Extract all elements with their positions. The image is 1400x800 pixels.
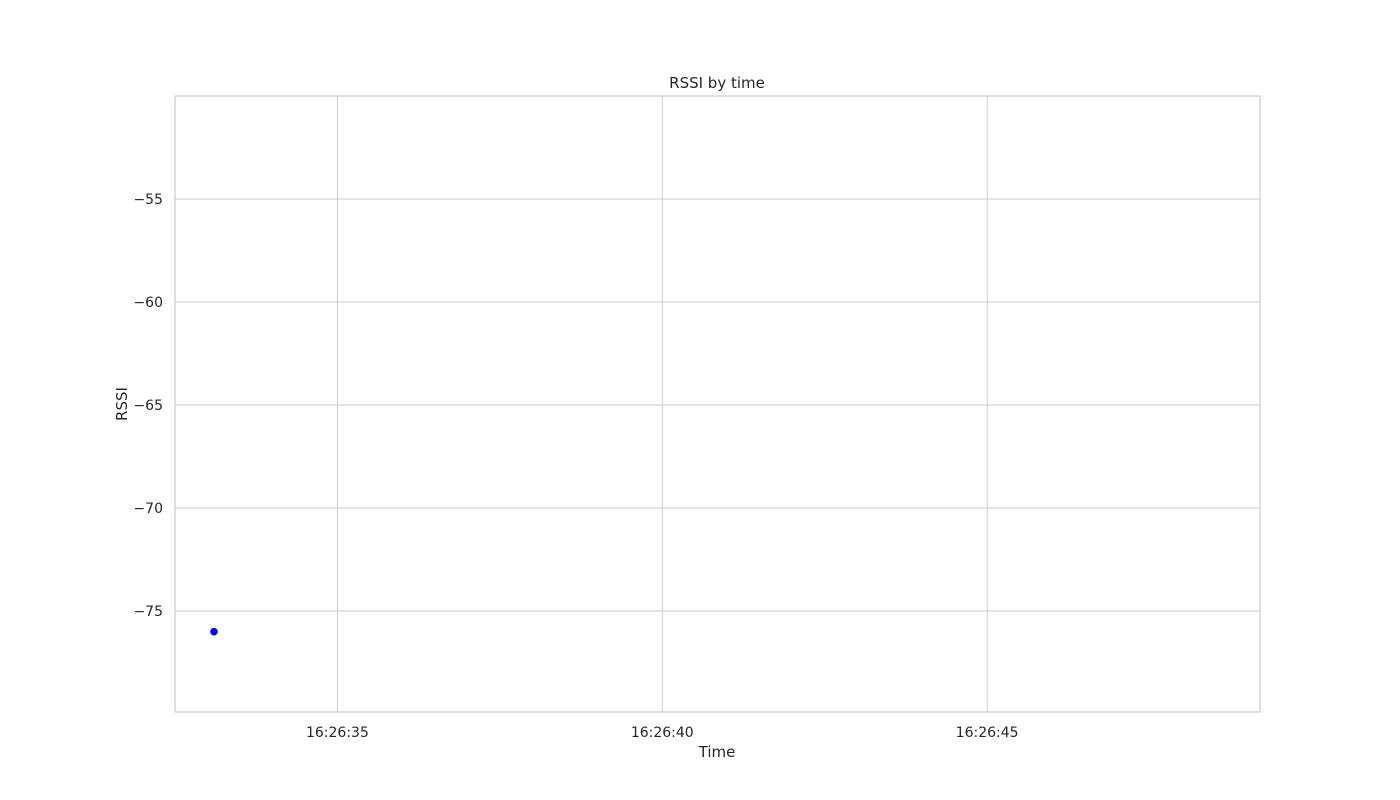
x-tick-labels: 16:26:35 16:26:40 16:26:45 — [306, 725, 1019, 741]
x-tick-label: 16:26:35 — [306, 725, 369, 741]
y-axis-label: RSSI — [113, 387, 131, 421]
y-tick-label: −65 — [133, 398, 163, 414]
x-axis-label: Time — [698, 743, 736, 761]
chart-title: RSSI by time — [669, 74, 765, 92]
y-tick-label: −70 — [133, 501, 163, 517]
y-tick-label: −60 — [133, 295, 163, 311]
y-tick-label: −55 — [133, 192, 163, 208]
plot-frame — [174, 95, 1261, 713]
dot-point — [209, 627, 219, 637]
grid-lines — [175, 96, 1260, 712]
y-tick-labels: −55 −60 −65 −70 −75 — [133, 192, 163, 620]
y-tick-label: −75 — [133, 604, 163, 620]
data-points — [209, 627, 219, 637]
x-tick-label: 16:26:45 — [956, 725, 1019, 741]
x-tick-label: 16:26:40 — [631, 725, 694, 741]
